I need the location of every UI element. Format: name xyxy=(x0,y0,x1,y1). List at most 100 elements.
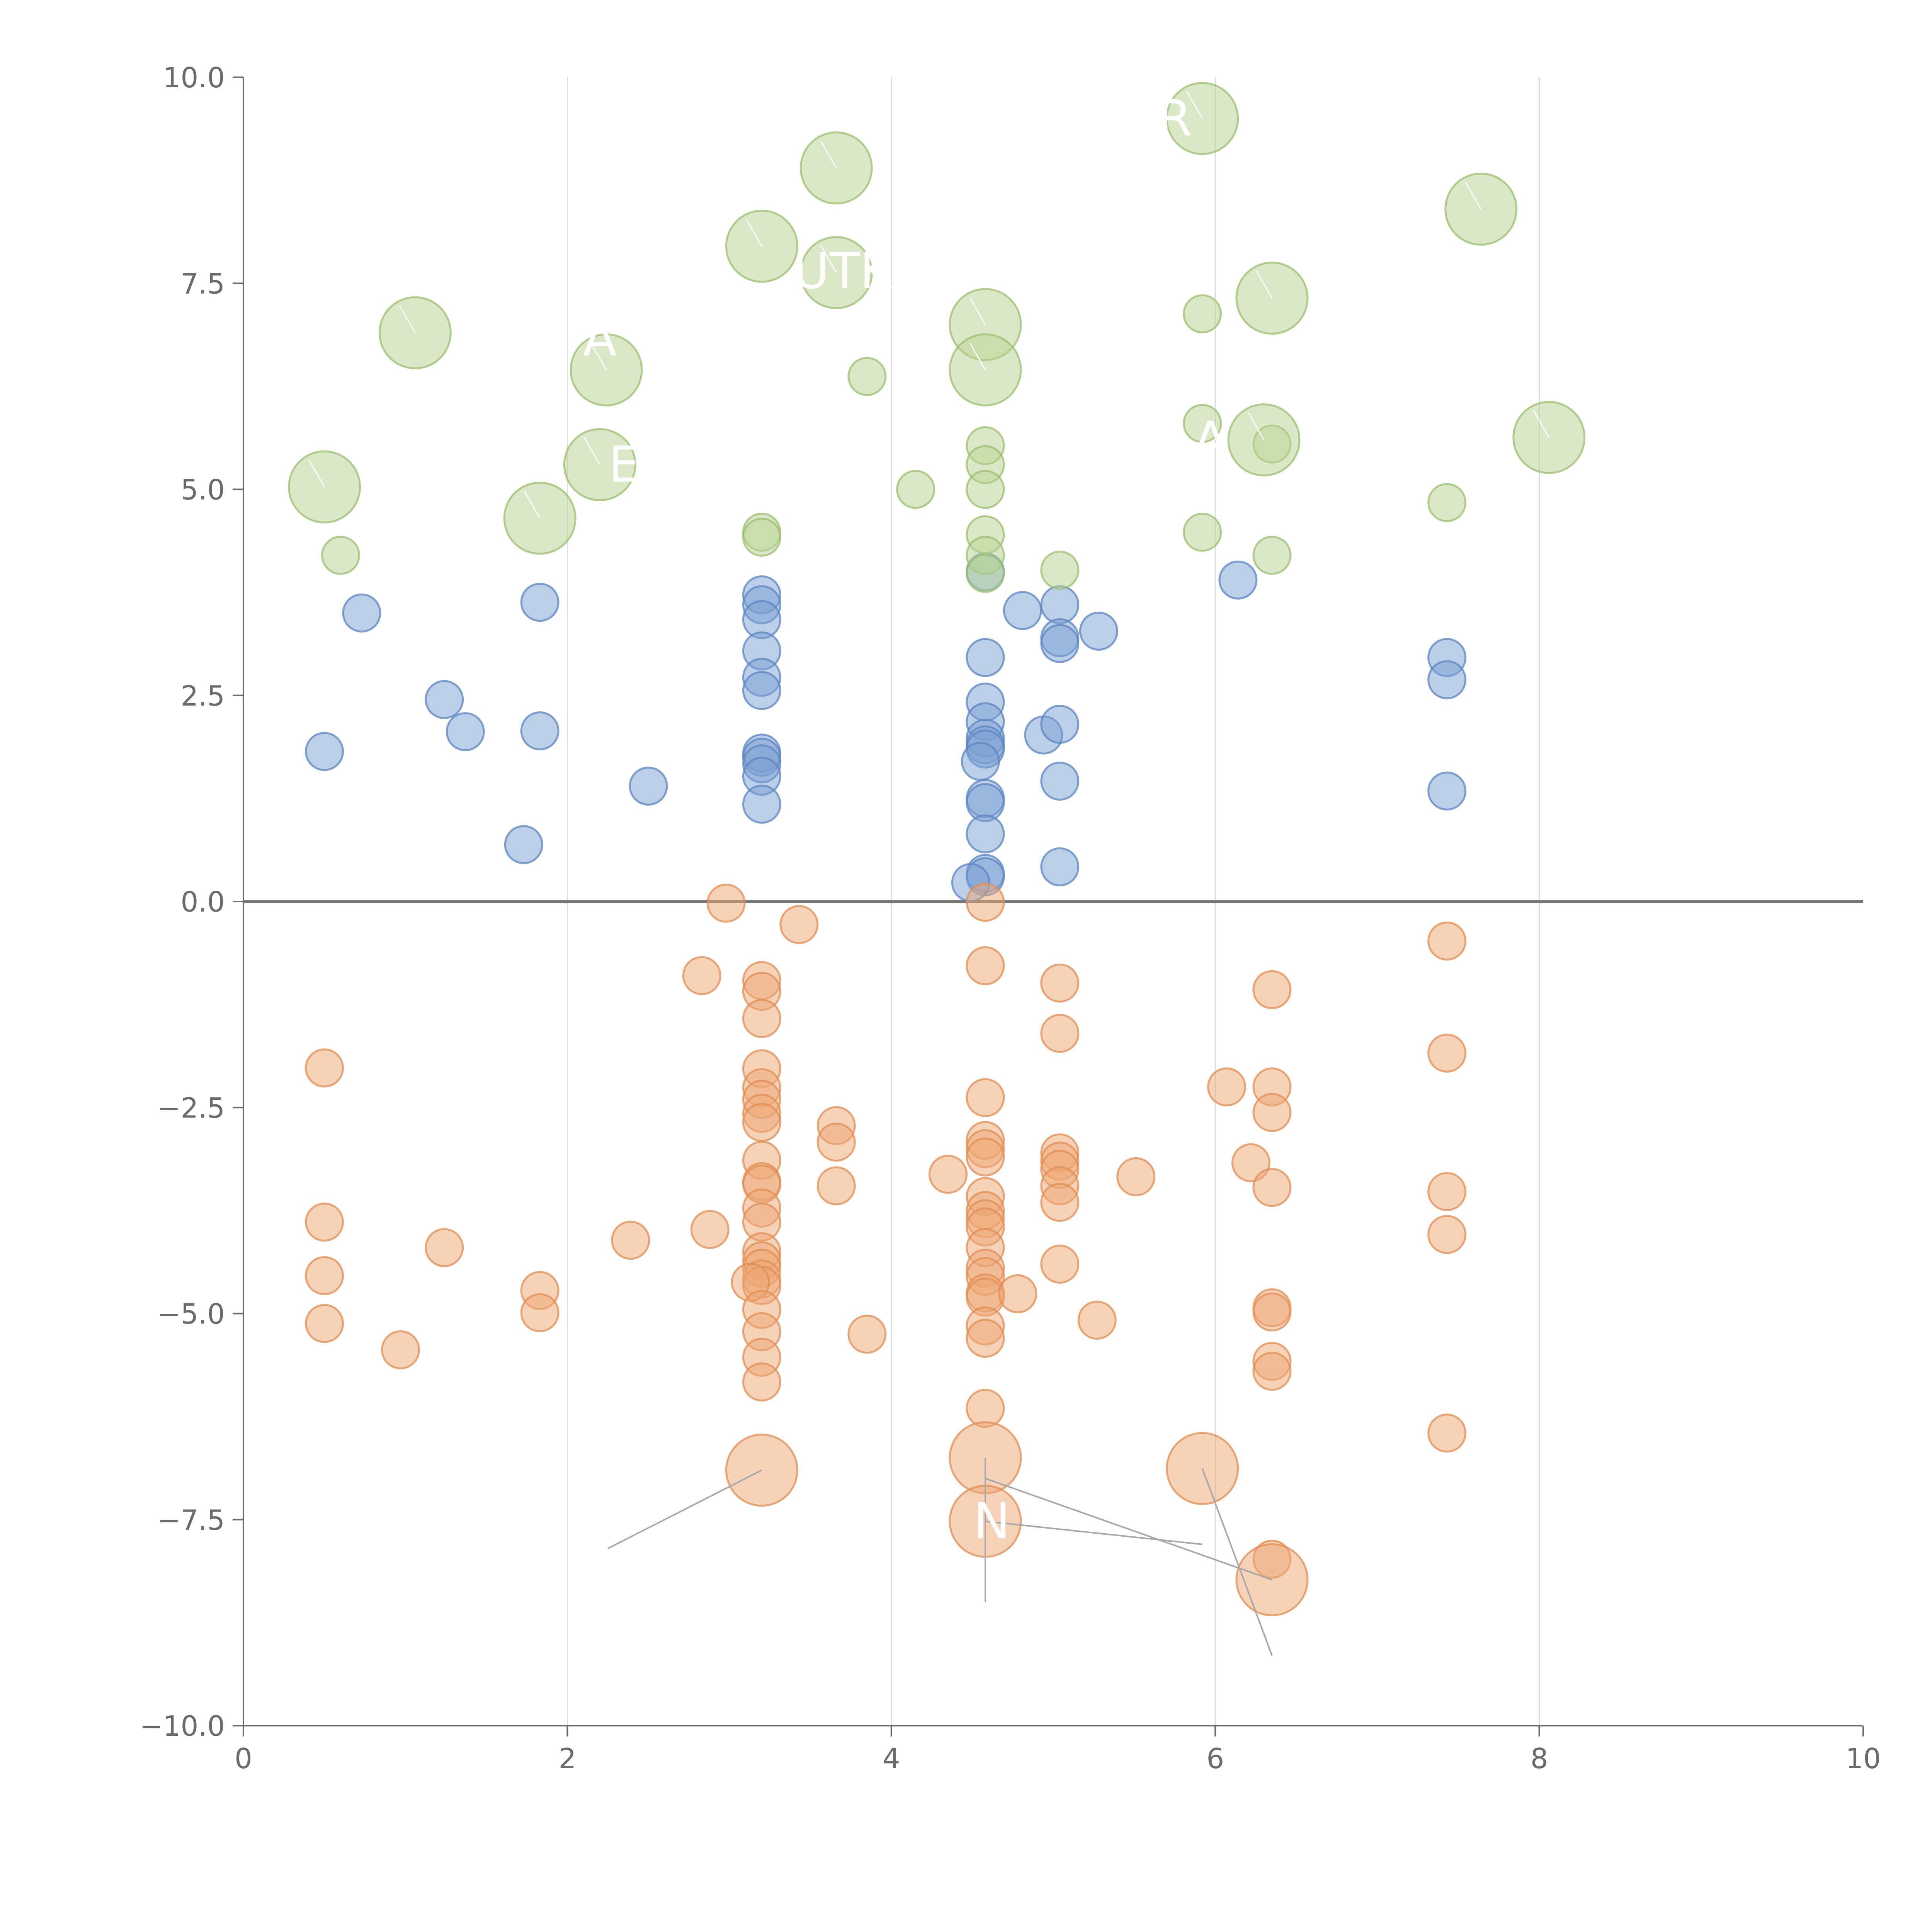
annotation-label: R xyxy=(1158,90,1192,148)
data-point-blue xyxy=(961,742,1000,781)
data-point-orange xyxy=(816,1122,856,1162)
data-point-orange xyxy=(690,1210,730,1249)
data-point-blue xyxy=(1427,660,1467,699)
data-point-orange xyxy=(966,1318,1005,1358)
data-point-orange xyxy=(1252,970,1292,1009)
annotation-label: A xyxy=(1194,412,1228,469)
data-point-orange xyxy=(742,1362,781,1402)
data-point-green xyxy=(1427,483,1467,522)
leader-line-light xyxy=(590,342,607,370)
leader-line-light xyxy=(1465,182,1481,210)
data-point-orange xyxy=(1252,1168,1292,1207)
data-point-blue xyxy=(1040,585,1080,624)
x-tick-label: 4 xyxy=(883,1742,900,1775)
data-point-green xyxy=(1183,294,1222,333)
data-point-green xyxy=(1252,536,1292,575)
leader-line-light xyxy=(399,305,416,333)
data-point-blue xyxy=(425,680,464,719)
data-point-blue xyxy=(1040,704,1080,744)
leader-line xyxy=(607,1469,762,1549)
leader-line-light xyxy=(1186,91,1203,119)
data-point-orange xyxy=(998,1274,1037,1313)
data-point-blue xyxy=(1218,560,1258,600)
data-point-orange xyxy=(520,1293,560,1332)
leader-line-light xyxy=(524,491,541,519)
data-point-blue xyxy=(1040,847,1080,886)
data-point-orange xyxy=(966,946,1005,985)
leader-line-light xyxy=(1533,410,1550,438)
leader-line-light xyxy=(969,342,986,370)
leader-line-light xyxy=(969,297,986,325)
annotation-label: N xyxy=(973,1493,1010,1550)
data-point-green xyxy=(1183,404,1222,443)
data-point-green-highlighted xyxy=(949,333,1022,406)
y-tick-label: −5.0 xyxy=(157,1298,225,1330)
leader-line xyxy=(1201,1468,1273,1656)
data-point-green xyxy=(1040,551,1080,590)
y-tick-label: −2.5 xyxy=(157,1092,225,1124)
leader-line-light xyxy=(308,459,325,487)
y-tick-label: −7.5 xyxy=(157,1504,225,1536)
y-tick-label: 10.0 xyxy=(163,61,225,94)
data-point-orange xyxy=(425,1228,464,1267)
y-tick-label: 2.5 xyxy=(180,680,225,712)
x-tick-label: 10 xyxy=(1845,1742,1881,1775)
data-point-orange xyxy=(1116,1157,1156,1196)
data-point-orange xyxy=(966,1137,1005,1177)
data-point-blue xyxy=(742,671,781,710)
data-point-green xyxy=(966,470,1005,509)
data-point-blue xyxy=(1040,624,1080,663)
data-point-blue xyxy=(742,784,781,824)
data-point-orange xyxy=(966,883,1005,922)
leader-line-light xyxy=(820,140,837,168)
data-point-orange xyxy=(682,956,721,995)
data-point-green xyxy=(321,536,361,575)
data-point-orange xyxy=(929,1155,968,1194)
annotation-label: A xyxy=(583,310,617,367)
data-point-orange xyxy=(305,1256,344,1295)
data-point-orange xyxy=(1040,963,1080,1003)
data-point-orange xyxy=(1252,1292,1292,1332)
x-tick-label: 6 xyxy=(1206,1742,1224,1775)
data-point-orange xyxy=(1040,1014,1080,1053)
data-point-orange xyxy=(706,883,746,923)
annotation-label: UTK xyxy=(793,242,893,300)
data-point-orange xyxy=(305,1202,344,1242)
data-point-blue xyxy=(520,711,560,750)
leader-line-light xyxy=(1256,270,1273,299)
leader-line xyxy=(985,1520,1202,1545)
data-point-blue xyxy=(342,593,381,633)
data-point-blue xyxy=(1003,591,1042,630)
leader-line-light xyxy=(1248,412,1265,440)
y-tick-label: 5.0 xyxy=(180,474,225,506)
data-point-green xyxy=(1183,512,1222,552)
data-point-blue xyxy=(1040,762,1080,801)
data-points xyxy=(288,82,1586,1616)
data-point-orange xyxy=(1077,1301,1117,1340)
data-point-orange xyxy=(1207,1067,1247,1107)
data-point-blue xyxy=(504,825,543,864)
data-point-orange xyxy=(1252,1352,1292,1391)
data-point-orange xyxy=(305,1304,344,1343)
data-point-orange xyxy=(847,1315,887,1354)
data-point-orange xyxy=(611,1221,650,1260)
leader-line-light xyxy=(583,437,600,465)
data-point-orange xyxy=(1427,1033,1467,1073)
annotations: UTK N E R A A xyxy=(308,90,1550,1656)
leader-line-light xyxy=(820,245,837,273)
data-point-orange xyxy=(1427,1172,1467,1211)
y-tick-label: −10.0 xyxy=(139,1710,225,1742)
leader-line xyxy=(985,1478,1272,1581)
data-point-blue xyxy=(1427,771,1467,811)
data-point-orange xyxy=(1040,1245,1080,1284)
data-point-orange xyxy=(1427,1413,1467,1453)
data-point-blue xyxy=(520,583,560,622)
data-point-green xyxy=(847,357,887,396)
data-point-orange xyxy=(1427,1215,1467,1254)
data-point-green xyxy=(896,470,935,509)
data-point-green xyxy=(966,554,1005,593)
leader-line-light xyxy=(746,219,762,247)
data-point-orange xyxy=(1040,1183,1080,1222)
